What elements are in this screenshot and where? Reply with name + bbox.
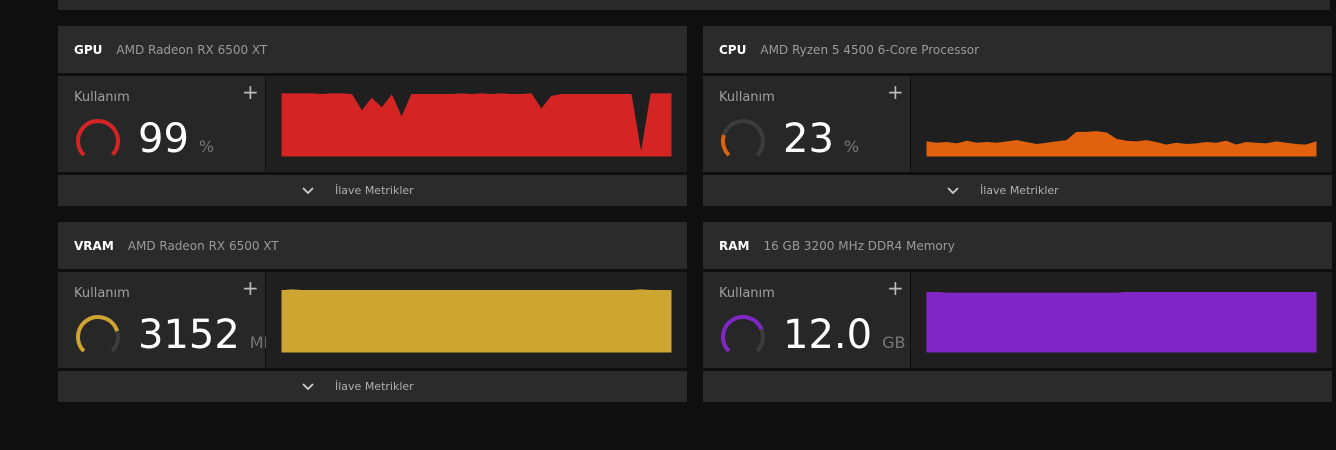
add-button[interactable]: + bbox=[242, 276, 259, 300]
value-number: 99 bbox=[138, 116, 189, 162]
history-chart bbox=[911, 272, 1332, 368]
history-area bbox=[926, 291, 1317, 353]
panel-footer[interactable]: İlave Metrikler bbox=[58, 175, 687, 206]
panel: GPU AMD Radeon RX 6500 XT Kullanım +99% İlav… bbox=[58, 26, 687, 206]
value-unit: % bbox=[843, 137, 860, 156]
chevron-icon bbox=[302, 187, 314, 195]
chevron bbox=[302, 187, 314, 195]
panel-footer[interactable]: İlave Metrikler bbox=[58, 371, 687, 402]
gauge-fill bbox=[721, 134, 731, 157]
chevron bbox=[947, 187, 959, 195]
panel-footer bbox=[703, 371, 1332, 402]
panel-label: RAM bbox=[719, 238, 750, 253]
stat-area: Kullanım +3152 MB bbox=[58, 272, 275, 368]
metric-label: Kullanım bbox=[74, 286, 130, 301]
stat-area: Kullanım +12.0 GB bbox=[703, 272, 910, 368]
device-name: 16 GB 3200 MHz DDR4 Memory bbox=[763, 238, 955, 253]
value-number: 12.0 bbox=[783, 312, 873, 358]
device-name: AMD Radeon RX 6500 XT bbox=[127, 238, 279, 253]
panel-header: VRAM AMD Radeon RX 6500 XT bbox=[58, 222, 687, 269]
history-area bbox=[281, 289, 672, 353]
gauge-fill bbox=[721, 315, 764, 353]
add-button[interactable]: + bbox=[887, 80, 904, 104]
history-area bbox=[926, 131, 1317, 157]
panel: RAM 16 GB 3200 MHz DDR4 Memory Kullanım +12… bbox=[703, 222, 1332, 402]
panel-footer[interactable]: İlave Metrikler bbox=[703, 175, 1332, 206]
gauge-fill bbox=[76, 119, 120, 157]
add-button[interactable]: + bbox=[242, 80, 259, 104]
metric-label: Kullanım bbox=[719, 90, 775, 105]
value: 23% bbox=[783, 116, 859, 162]
value-unit: GB bbox=[882, 333, 906, 352]
value-number: 3152 bbox=[138, 312, 240, 358]
gauge-track bbox=[721, 119, 765, 157]
panel: VRAM AMD Radeon RX 6500 XT Kullanım +3152 MB… bbox=[58, 222, 687, 402]
device-name: AMD Ryzen 5 4500 6-Core Processor bbox=[760, 42, 980, 57]
history-chart bbox=[911, 76, 1332, 172]
value-unit: % bbox=[198, 137, 215, 156]
value: 12.0 GB bbox=[783, 312, 905, 358]
metric-label: Kullanım bbox=[74, 90, 130, 105]
history-chart bbox=[266, 272, 687, 368]
value-number: 23 bbox=[783, 116, 834, 162]
gauge bbox=[721, 119, 765, 157]
gauge bbox=[76, 315, 120, 353]
more-metrics: İlave Metrikler bbox=[335, 380, 414, 393]
chevron-icon bbox=[302, 383, 314, 391]
panel: CPU AMD Ryzen 5 4500 6-Core Processor Kull… bbox=[703, 26, 1332, 206]
panel-header: CPU AMD Ryzen 5 4500 6-Core Processor bbox=[703, 26, 1332, 73]
chevron-icon bbox=[947, 187, 959, 195]
history-area bbox=[281, 93, 672, 157]
panel-header: GPU AMD Radeon RX 6500 XT bbox=[58, 26, 687, 73]
more-metrics: İlave Metrikler bbox=[335, 184, 414, 197]
stat-area: Kullanım +23% bbox=[703, 76, 910, 172]
value: 3152 MB bbox=[138, 312, 275, 358]
top-bar bbox=[58, 0, 1330, 10]
panel-label: VRAM bbox=[74, 238, 114, 253]
device-name: AMD Radeon RX 6500 XT bbox=[116, 42, 268, 57]
metric-label: Kullanım bbox=[719, 286, 775, 301]
gauge bbox=[76, 119, 120, 157]
gauge bbox=[721, 315, 765, 353]
history-chart bbox=[266, 76, 687, 172]
stat-area: Kullanım +99% bbox=[58, 76, 265, 172]
value: 99% bbox=[138, 116, 214, 162]
add-button[interactable]: + bbox=[887, 276, 904, 300]
panel-header: RAM 16 GB 3200 MHz DDR4 Memory bbox=[703, 222, 1332, 269]
panel-label: CPU bbox=[719, 42, 747, 57]
chevron bbox=[302, 383, 314, 391]
gauge-fill bbox=[76, 315, 120, 353]
more-metrics: İlave Metrikler bbox=[980, 184, 1059, 197]
panel-label: GPU bbox=[74, 42, 103, 57]
